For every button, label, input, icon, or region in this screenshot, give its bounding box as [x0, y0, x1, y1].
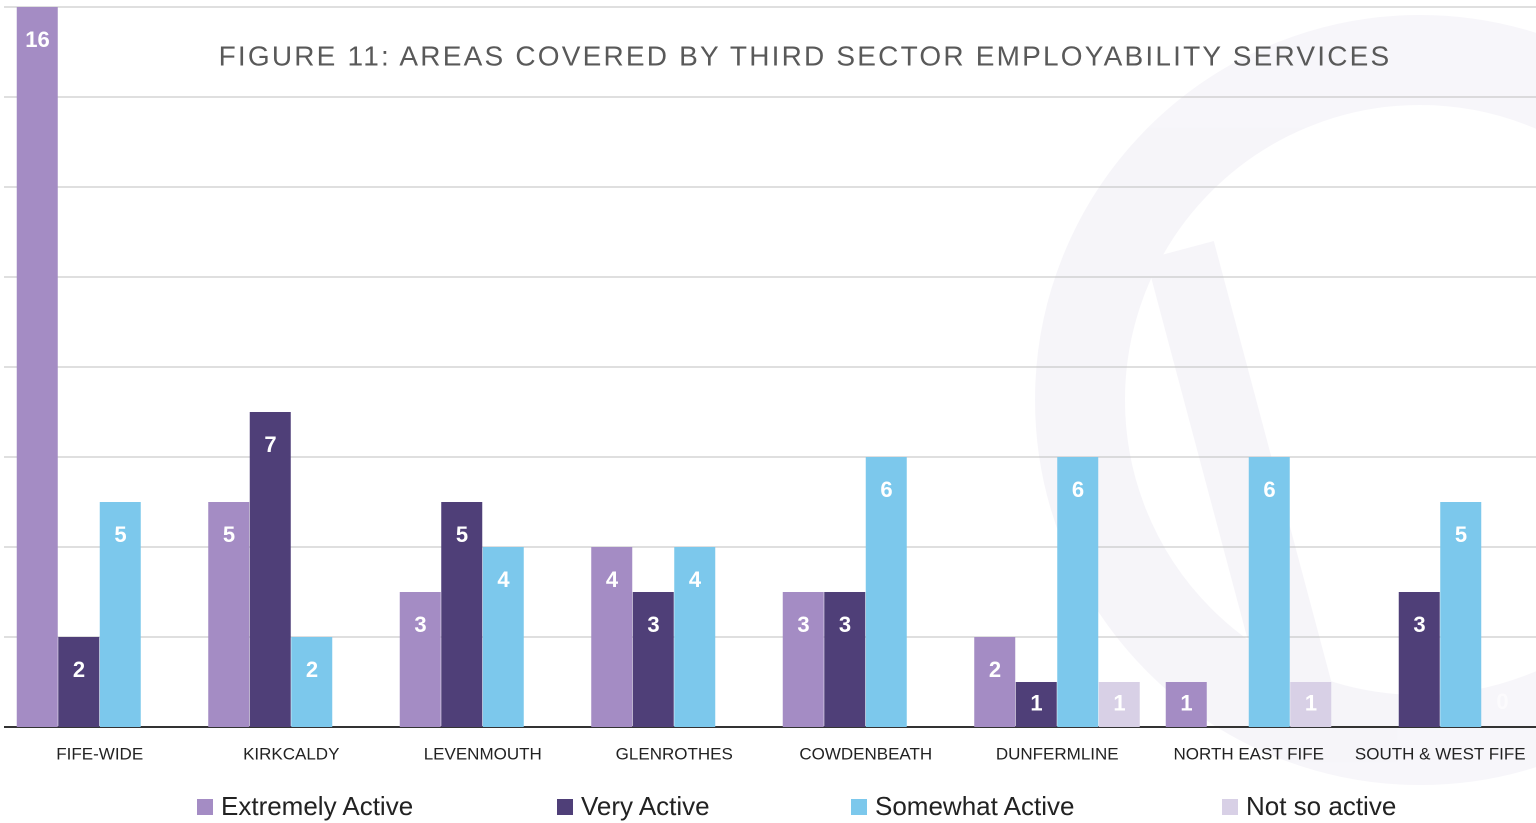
data-label: 4 — [689, 567, 702, 592]
legend-label: Very Active — [581, 791, 710, 821]
data-label: 1 — [1113, 690, 1125, 715]
bar — [16, 7, 58, 727]
data-label: 1 — [1030, 690, 1042, 715]
data-label: 3 — [797, 612, 809, 637]
bar — [99, 502, 141, 727]
data-label: 5 — [456, 522, 468, 547]
data-label: 2 — [73, 657, 85, 682]
bar — [1057, 457, 1099, 727]
bar — [399, 592, 441, 727]
data-label: 2 — [306, 657, 318, 682]
data-label: 3 — [1413, 612, 1425, 637]
data-label: 3 — [647, 612, 659, 637]
data-label: 5 — [1455, 522, 1467, 547]
data-label: 3 — [839, 612, 851, 637]
legend-label: Not so active — [1246, 791, 1396, 821]
x-tick-label: LEVENMOUTH — [424, 744, 542, 763]
bar — [632, 592, 674, 727]
x-tick-label: GLENROTHES — [616, 744, 733, 763]
bar — [208, 502, 250, 727]
x-tick-label: DUNFERMLINE — [996, 744, 1119, 763]
data-label: 7 — [264, 432, 276, 457]
data-label: 6 — [1072, 477, 1084, 502]
chart-title: FIGURE 11: AREAS COVERED BY THIRD SECTOR… — [219, 40, 1392, 71]
bar — [1098, 682, 1140, 727]
legend-swatch — [557, 799, 573, 815]
bar — [1440, 502, 1482, 727]
legend-swatch — [851, 799, 867, 815]
data-label: 5 — [114, 522, 126, 547]
x-tick-label: NORTH EAST FIFE — [1173, 744, 1324, 763]
bar — [441, 502, 483, 727]
bar — [591, 547, 633, 727]
data-label: 1 — [1305, 690, 1317, 715]
bar — [974, 637, 1016, 727]
legend-swatch — [197, 799, 213, 815]
bar — [482, 547, 524, 727]
data-label: 16 — [25, 27, 49, 52]
x-tick-label: FIFE-WIDE — [56, 744, 143, 763]
legend-label: Somewhat Active — [875, 791, 1074, 821]
bar — [1290, 682, 1332, 727]
bar — [249, 412, 291, 727]
bar — [824, 592, 866, 727]
legend-label: Extremely Active — [221, 791, 413, 821]
data-label: 6 — [880, 477, 892, 502]
data-label: 1 — [1180, 690, 1192, 715]
bar — [58, 637, 100, 727]
x-tick-label: KIRKCALDY — [243, 744, 339, 763]
bar — [782, 592, 824, 727]
bar — [865, 457, 907, 727]
bar — [1165, 682, 1207, 727]
bar — [1015, 682, 1057, 727]
data-label: 3 — [414, 612, 426, 637]
data-label: 6 — [1263, 477, 1275, 502]
x-tick-label: SOUTH & WEST FIFE — [1355, 744, 1526, 763]
data-label: 4 — [497, 567, 510, 592]
bar — [291, 637, 333, 727]
data-label: 5 — [223, 522, 235, 547]
bar — [674, 547, 716, 727]
bar — [1248, 457, 1290, 727]
data-label: 0 — [1496, 689, 1508, 714]
x-tick-label: COWDENBEATH — [799, 744, 932, 763]
data-label: 2 — [989, 657, 1001, 682]
bar — [1398, 592, 1440, 727]
data-label: 4 — [606, 567, 619, 592]
legend-swatch — [1222, 799, 1238, 815]
